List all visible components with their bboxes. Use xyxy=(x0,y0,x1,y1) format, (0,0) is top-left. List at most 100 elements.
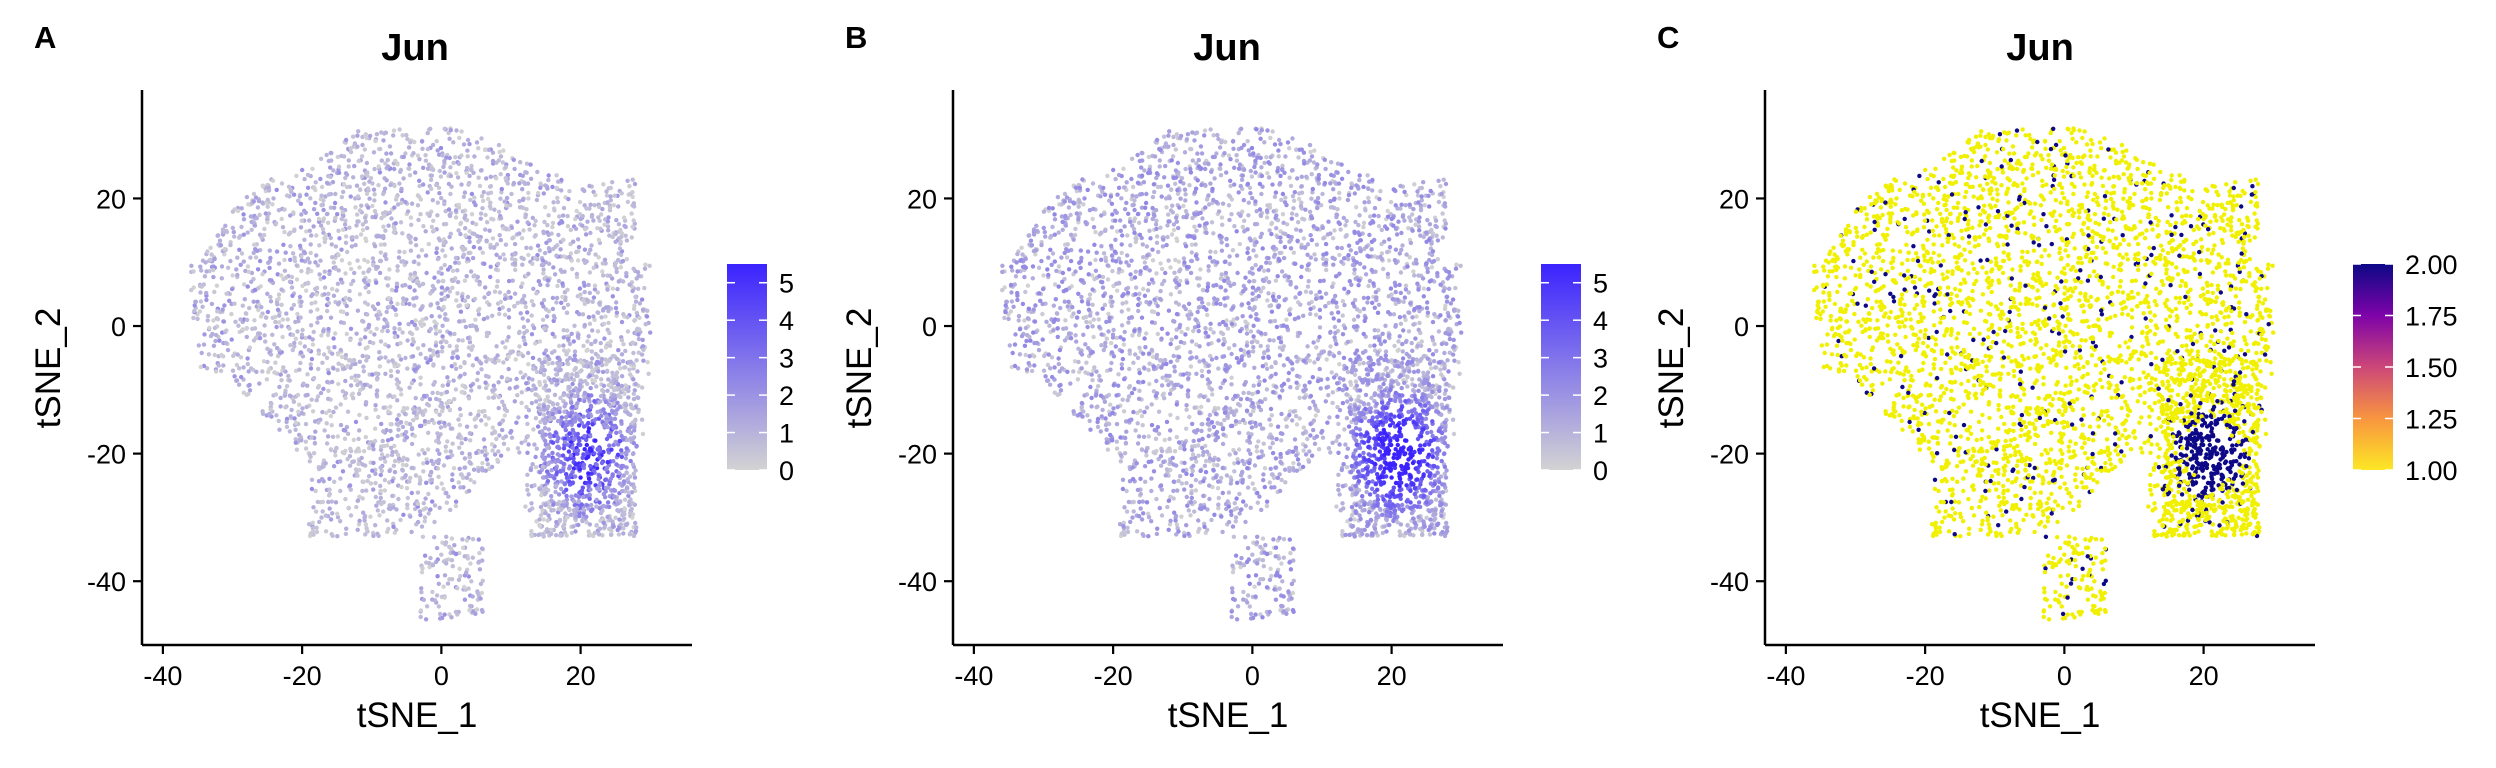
data-point xyxy=(526,387,530,391)
data-point xyxy=(528,508,532,512)
data-point xyxy=(405,338,409,342)
data-point xyxy=(270,202,274,206)
data-point xyxy=(1287,146,1291,150)
data-point xyxy=(347,506,351,510)
data-point xyxy=(589,509,593,513)
data-point xyxy=(1297,396,1301,400)
x-ticks: -40 -20 0 20 xyxy=(143,645,595,691)
data-point xyxy=(1096,384,1100,388)
data-point xyxy=(473,297,477,301)
data-point xyxy=(462,319,466,323)
data-point xyxy=(534,416,538,420)
data-point xyxy=(486,396,490,400)
data-point xyxy=(305,393,309,397)
data-point xyxy=(546,362,550,366)
data-point xyxy=(310,487,314,491)
data-point xyxy=(297,403,301,407)
data-point xyxy=(565,288,569,292)
data-point xyxy=(274,325,278,329)
data-point xyxy=(367,323,371,327)
data-point xyxy=(423,515,427,519)
data-point xyxy=(1268,567,1272,571)
data-point xyxy=(348,298,352,302)
data-point xyxy=(371,304,375,308)
data-point xyxy=(571,428,575,432)
data-point xyxy=(543,251,547,255)
data-point xyxy=(529,468,533,472)
data-point xyxy=(363,216,367,220)
data-point xyxy=(468,431,472,435)
data-point xyxy=(1411,269,1415,273)
data-point xyxy=(235,378,239,382)
data-point xyxy=(517,231,521,235)
data-point xyxy=(484,359,488,363)
data-point xyxy=(523,504,527,508)
data-point xyxy=(325,421,329,425)
data-point xyxy=(572,324,576,328)
data-point xyxy=(576,258,580,262)
data-point xyxy=(505,377,509,381)
data-point xyxy=(406,496,410,500)
data-point xyxy=(508,386,512,390)
data-point xyxy=(292,229,296,233)
data-point xyxy=(348,447,352,451)
data-point xyxy=(310,357,314,361)
data-point xyxy=(586,414,590,418)
data-point xyxy=(386,329,390,333)
data-point xyxy=(208,246,212,250)
data-point xyxy=(631,462,635,466)
data-point xyxy=(600,269,604,273)
data-point xyxy=(364,132,368,136)
data-point xyxy=(302,209,306,213)
data-point xyxy=(450,536,454,540)
data-point xyxy=(306,281,310,285)
data-point xyxy=(421,182,425,186)
data-point xyxy=(1325,357,1329,361)
data-point xyxy=(357,392,361,396)
data-point xyxy=(408,140,412,144)
data-point xyxy=(399,485,403,489)
data-point xyxy=(1000,288,1004,292)
data-point xyxy=(646,372,650,376)
data-point xyxy=(544,416,548,420)
data-point xyxy=(413,318,417,322)
data-point xyxy=(513,252,517,256)
data-point xyxy=(448,289,452,293)
data-point xyxy=(265,377,269,381)
data-point xyxy=(402,250,406,254)
data-point xyxy=(389,437,393,441)
data-point xyxy=(293,428,297,432)
data-point xyxy=(1109,341,1113,345)
data-point xyxy=(432,287,436,291)
data-point xyxy=(409,272,413,276)
data-point xyxy=(395,417,399,421)
data-point xyxy=(355,212,359,216)
data-point xyxy=(285,384,289,388)
data-point xyxy=(608,206,612,210)
data-point xyxy=(548,417,552,421)
data-point xyxy=(399,420,403,424)
data-point xyxy=(594,523,598,527)
data-point xyxy=(370,181,374,185)
data-point xyxy=(439,291,443,295)
data-point xyxy=(373,427,377,431)
data-point xyxy=(618,395,622,399)
data-point xyxy=(635,369,639,373)
data-point xyxy=(1261,536,1265,540)
data-point xyxy=(1147,434,1151,438)
data-point xyxy=(383,210,387,214)
data-point xyxy=(349,146,353,150)
data-point xyxy=(376,534,380,538)
data-point xyxy=(634,382,638,386)
data-point xyxy=(1091,217,1095,221)
data-point xyxy=(1251,481,1255,485)
data-point xyxy=(277,313,281,317)
data-point xyxy=(551,332,555,336)
data-point xyxy=(571,446,575,450)
data-point xyxy=(332,294,336,298)
data-point xyxy=(1073,227,1077,231)
data-point xyxy=(280,217,284,221)
data-point xyxy=(396,497,400,501)
data-point xyxy=(576,432,580,436)
data-point xyxy=(633,521,637,525)
